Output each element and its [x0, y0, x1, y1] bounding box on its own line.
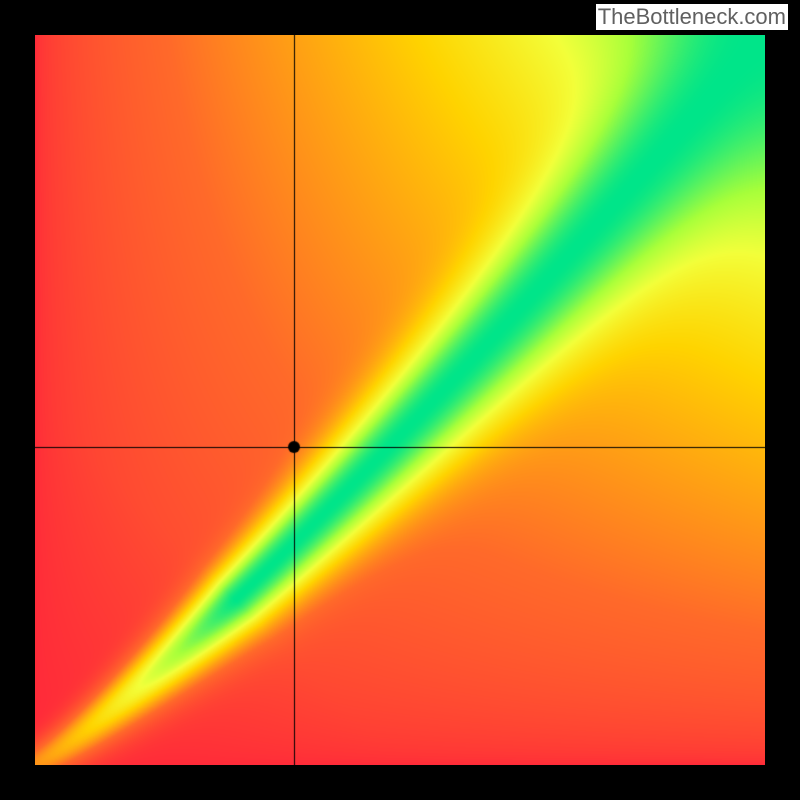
- heatmap-canvas: [35, 35, 765, 765]
- attribution-label: TheBottleneck.com: [596, 4, 788, 30]
- heatmap-stage: [35, 35, 765, 765]
- chart-frame: TheBottleneck.com: [0, 0, 800, 800]
